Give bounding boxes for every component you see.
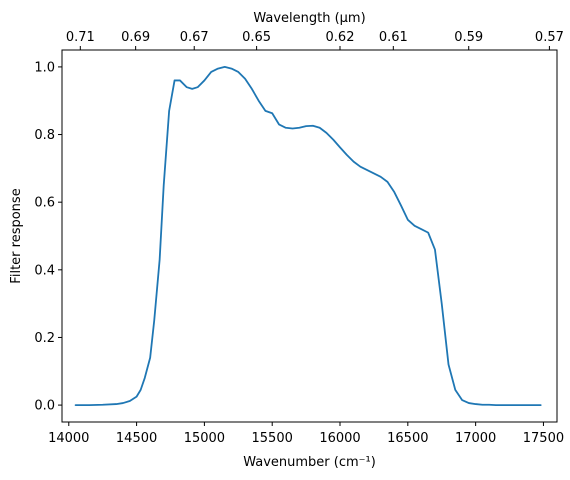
top-axis-ticks: 0.71 0.69 0.67 0.65 0.62 0.61 0.59 0.57 <box>66 30 564 50</box>
top-tick-label: 0.57 <box>535 30 564 45</box>
top-tick-label: 0.62 <box>326 30 355 45</box>
top-tick-label: 0.71 <box>66 30 95 45</box>
y-axis-label: Filter response <box>9 188 24 283</box>
x-tick-label: 17000 <box>455 431 496 446</box>
x-tick-label: 16500 <box>387 431 428 446</box>
y-tick-label: 1.0 <box>34 60 55 75</box>
top-tick-label: 0.61 <box>379 30 408 45</box>
y-tick-label: 0.0 <box>34 399 55 414</box>
x-tick-label: 16000 <box>319 431 360 446</box>
filter-response-line <box>74 66 542 406</box>
x-tick-label: 14500 <box>116 431 157 446</box>
y-axis-ticks: 0.0 0.2 0.4 0.6 0.8 1.0 <box>34 60 62 414</box>
x-tick-label: 15000 <box>184 431 225 446</box>
top-tick-label: 0.67 <box>180 30 209 45</box>
plot-frame <box>61 49 558 423</box>
x-tick-label: 15500 <box>252 431 293 446</box>
top-tick-label: 0.69 <box>121 30 150 45</box>
x-axis-label: Wavenumber (cm⁻¹) <box>243 455 376 470</box>
y-tick-label: 0.2 <box>34 331 55 346</box>
top-tick-label: 0.65 <box>242 30 271 45</box>
x-tick-label: 17500 <box>523 431 564 446</box>
x-axis-ticks: 14000 14500 15000 15500 16000 16500 17000 17500 <box>48 422 564 446</box>
y-tick-label: 0.8 <box>34 128 55 143</box>
y-tick-label: 0.6 <box>34 196 55 211</box>
top-tick-label: 0.59 <box>454 30 483 45</box>
y-tick-label: 0.4 <box>34 263 55 278</box>
top-axis-label: Wavelength (μm) <box>253 11 365 26</box>
x-tick-label: 14000 <box>48 431 89 446</box>
